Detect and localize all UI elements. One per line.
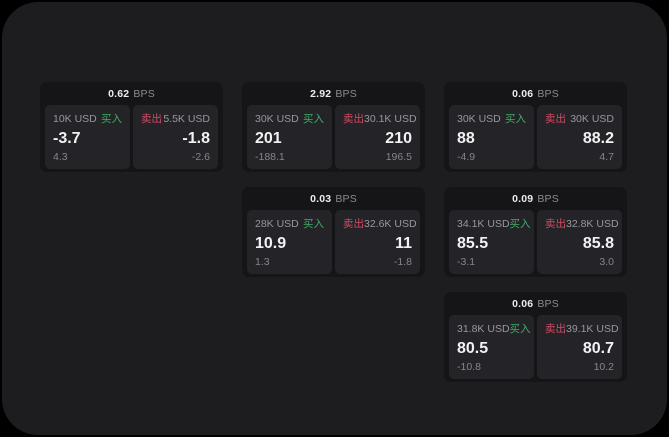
card-header: 0.09 BPS [444,187,627,210]
sell-panel[interactable]: 卖出 30.1K USD 210 196.5 [335,105,420,169]
sell-amount: 32.8K USD [566,217,619,230]
sell-side-label: 卖出 [545,218,566,230]
bps-value: 0.06 [512,87,534,100]
sell-side-label: 卖出 [545,113,566,125]
bps-value: 0.06 [512,297,534,310]
card-header: 0.06 BPS [444,82,627,105]
bps-value: 0.62 [108,87,130,100]
card-header: 0.06 BPS [444,292,627,315]
bps-value: 0.09 [512,192,534,205]
buy-sub-value: 1.3 [255,255,270,268]
side-panels: 10K USD 买入 -3.7 4.3 卖出 5.5K USD -1.8 -2.… [45,105,218,169]
buy-sub-value: 4.3 [53,150,68,163]
buy-amount: 10K USD [53,112,97,125]
card-header: 0.03 BPS [242,187,425,210]
side-panels: 28K USD 买入 10.9 1.3 卖出 32.6K USD 11 -1.8 [247,210,420,274]
quote-card: 0.06 BPS 30K USD 买入 88 -4.9 卖出 30K USD 8… [444,82,627,172]
sell-price: 11 [395,234,412,252]
side-panels: 34.1K USD 买入 85.5 -3.1 卖出 32.8K USD 85.8… [449,210,622,274]
sell-amount: 32.6K USD [364,217,417,230]
buy-sub-value: -4.9 [457,150,476,163]
buy-amount: 30K USD [457,112,501,125]
buy-sub-value: -3.1 [457,255,476,268]
quote-cards-grid: 0.62 BPS 10K USD 买入 -3.7 4.3 卖出 5.5K USD… [40,82,627,382]
sell-panel[interactable]: 卖出 30K USD 88.2 4.7 [537,105,622,169]
sell-amount: 30K USD [570,112,614,125]
buy-panel[interactable]: 10K USD 买入 -3.7 4.3 [45,105,130,169]
buy-amount: 31.8K USD [457,322,510,335]
sell-amount: 39.1K USD [566,322,619,335]
quote-card: 0.62 BPS 10K USD 买入 -3.7 4.3 卖出 5.5K USD… [40,82,223,172]
buy-panel[interactable]: 34.1K USD 买入 85.5 -3.1 [449,210,534,274]
sell-price: 85.8 [582,234,614,252]
buy-price: 201 [255,129,282,147]
quote-card: 0.06 BPS 31.8K USD 买入 80.5 -10.8 卖出 39.1… [444,292,627,382]
sell-panel[interactable]: 卖出 32.6K USD 11 -1.8 [335,210,420,274]
sell-sub-value: 196.5 [385,150,412,163]
buy-panel[interactable]: 31.8K USD 买入 80.5 -10.8 [449,315,534,379]
side-panels: 31.8K USD 买入 80.5 -10.8 卖出 39.1K USD 80.… [449,315,622,379]
buy-side-label: 买入 [505,113,526,125]
buy-price: 10.9 [255,234,287,252]
sell-side-label: 卖出 [343,113,364,125]
bps-unit-label: BPS [335,192,357,205]
buy-panel[interactable]: 28K USD 买入 10.9 1.3 [247,210,332,274]
side-panels: 30K USD 买入 201 -188.1 卖出 30.1K USD 210 1… [247,105,420,169]
sell-panel[interactable]: 卖出 32.8K USD 85.8 3.0 [537,210,622,274]
buy-price: -3.7 [53,129,81,147]
sell-side-label: 卖出 [343,218,364,230]
card-header: 2.92 BPS [242,82,425,105]
sell-panel[interactable]: 卖出 39.1K USD 80.7 10.2 [537,315,622,379]
quote-card: 0.03 BPS 28K USD 买入 10.9 1.3 卖出 32.6K US… [242,187,425,277]
sell-price: -1.8 [182,129,210,147]
sell-price: 88.2 [582,129,614,147]
buy-side-label: 买入 [303,113,324,125]
bps-unit-label: BPS [133,87,155,100]
sell-price: 80.7 [582,339,614,357]
sell-sub-value: -2.6 [191,150,210,163]
bps-value: 0.03 [310,192,332,205]
buy-amount: 28K USD [255,217,299,230]
buy-side-label: 买入 [509,218,531,230]
sell-side-label: 卖出 [545,323,566,335]
buy-panel[interactable]: 30K USD 买入 88 -4.9 [449,105,534,169]
sell-sub-value: 10.2 [593,360,614,373]
buy-amount: 34.1K USD [457,217,510,230]
sell-price: 210 [385,129,412,147]
buy-price: 80.5 [457,339,489,357]
bps-unit-label: BPS [335,87,357,100]
sell-side-label: 卖出 [141,113,162,125]
sell-sub-value: 4.7 [599,150,614,163]
sell-panel[interactable]: 卖出 5.5K USD -1.8 -2.6 [133,105,218,169]
buy-side-label: 买入 [509,323,531,335]
bps-unit-label: BPS [537,87,559,100]
buy-sub-value: -10.8 [457,360,481,373]
sell-amount: 5.5K USD [163,112,210,125]
quote-card: 0.09 BPS 34.1K USD 买入 85.5 -3.1 卖出 32.8K… [444,187,627,277]
buy-price: 85.5 [457,234,489,252]
bps-value: 2.92 [310,87,332,100]
quote-card: 2.92 BPS 30K USD 买入 201 -188.1 卖出 30.1K … [242,82,425,172]
bps-unit-label: BPS [537,297,559,310]
buy-side-label: 买入 [101,113,122,125]
side-panels: 30K USD 买入 88 -4.9 卖出 30K USD 88.2 4.7 [449,105,622,169]
sell-sub-value: 3.0 [599,255,614,268]
buy-sub-value: -188.1 [255,150,285,163]
buy-amount: 30K USD [255,112,299,125]
bps-unit-label: BPS [537,192,559,205]
buy-panel[interactable]: 30K USD 买入 201 -188.1 [247,105,332,169]
card-header: 0.62 BPS [40,82,223,105]
sell-sub-value: -1.8 [393,255,412,268]
buy-side-label: 买入 [303,218,324,230]
buy-price: 88 [457,129,475,147]
sell-amount: 30.1K USD [364,112,417,125]
